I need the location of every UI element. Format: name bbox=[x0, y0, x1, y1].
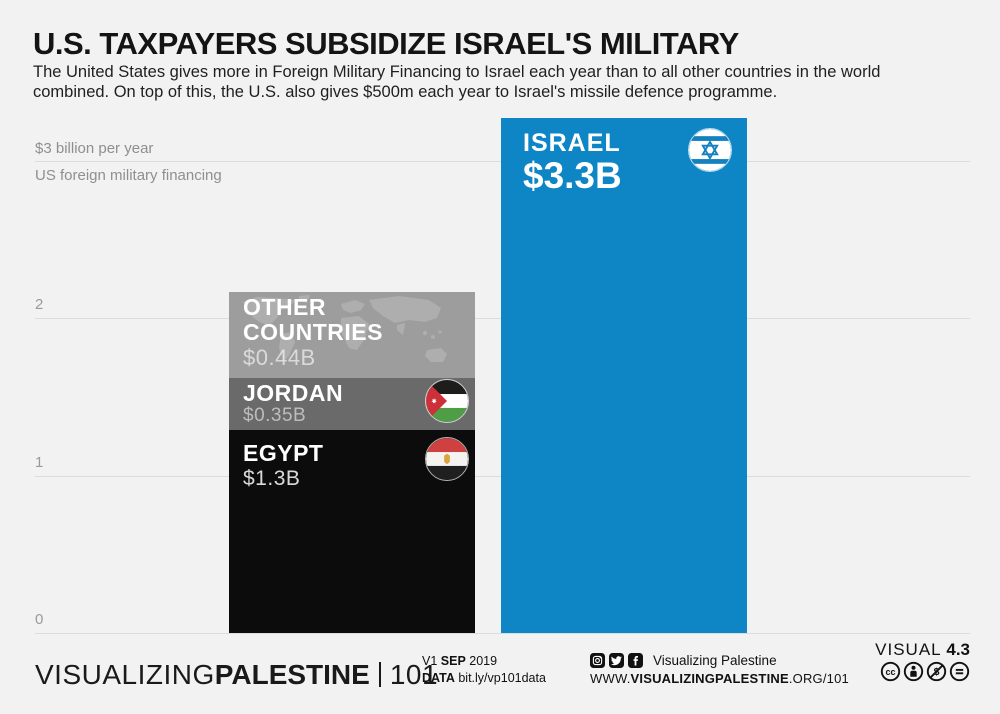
social-row: Visualizing Palestine bbox=[590, 653, 849, 668]
y-tick-0: 0 bbox=[35, 611, 44, 628]
url-prefix: WWW. bbox=[590, 671, 631, 686]
data-line: DATA bit.ly/vp101data bbox=[422, 670, 546, 687]
svg-text:cc: cc bbox=[885, 667, 895, 677]
social-name: Visualizing Palestine bbox=[653, 653, 777, 668]
israel-value: $3.3B bbox=[523, 155, 622, 196]
version-year: 2019 bbox=[469, 654, 498, 668]
url-suffix: .ORG/101 bbox=[788, 671, 849, 686]
version-month: SEP bbox=[440, 654, 466, 668]
cc-by-icon bbox=[903, 661, 924, 682]
website-url[interactable]: WWW.VISUALIZINGPALESTINE.ORG/101 bbox=[590, 671, 849, 686]
bar-segment-egypt: EGYPT $1.3B bbox=[229, 430, 475, 633]
page-title: U.S. TAXPAYERS SUBSIDIZE ISRAEL'S MILITA… bbox=[33, 26, 739, 61]
y-tick-1: 1 bbox=[35, 454, 44, 471]
other-countries-value: $0.44B bbox=[243, 345, 316, 370]
brand-bold-text: PALESTINE bbox=[214, 659, 370, 690]
y-axis-label-line2: US foreign military financing bbox=[35, 167, 222, 184]
visual-number: VISUAL 4.3 bbox=[875, 640, 970, 660]
instagram-icon[interactable] bbox=[590, 653, 605, 668]
data-link[interactable]: bit.ly/vp101data bbox=[458, 671, 546, 685]
bar-israel: ISRAEL $3.3B bbox=[501, 118, 747, 633]
brand-divider bbox=[378, 662, 381, 687]
world-map-graphic bbox=[243, 295, 447, 362]
cc-nc-icon: $ bbox=[926, 661, 947, 682]
data-label: DATA bbox=[422, 671, 455, 685]
version-line: V1 SEP 2019 bbox=[422, 653, 546, 670]
facebook-icon[interactable] bbox=[628, 653, 643, 668]
cc-icon: cc bbox=[880, 661, 901, 682]
y-tick-2: 2 bbox=[35, 296, 44, 313]
jordan-flag-icon bbox=[425, 379, 469, 423]
visualizing-palestine-logo: VISUALIZINGPALESTINE 101 bbox=[35, 659, 438, 691]
creative-commons-license: cc $ bbox=[880, 661, 970, 682]
egypt-flag-icon bbox=[425, 437, 469, 481]
twitter-icon[interactable] bbox=[609, 653, 624, 668]
page-subtitle: The United States gives more in Foreign … bbox=[33, 63, 881, 101]
brand-light-text: VISUALIZING bbox=[35, 659, 215, 690]
other-countries-label: OTHER COUNTRIES bbox=[243, 295, 383, 345]
social-block: Visualizing Palestine WWW.VISUALIZINGPAL… bbox=[590, 653, 849, 686]
version-data-block: V1 SEP 2019 DATA bit.ly/vp101data bbox=[422, 653, 546, 687]
brand-number: 101 bbox=[389, 659, 439, 690]
visual-light-text: VISUAL bbox=[875, 640, 942, 659]
bar-segment-other-countries: OTHER COUNTRIES $0.44B bbox=[229, 292, 475, 378]
version-number: V1 bbox=[422, 654, 438, 668]
israel-label: ISRAEL bbox=[523, 129, 621, 157]
url-bold: VISUALIZINGPALESTINE bbox=[630, 671, 789, 686]
y-axis-label-line1: $3 billion per year bbox=[35, 140, 154, 157]
egypt-label: EGYPT bbox=[243, 440, 324, 466]
other-countries-label-line1: OTHER bbox=[243, 294, 326, 320]
bar-segment-jordan: JORDAN $0.35B bbox=[229, 378, 475, 430]
other-countries-label-line2: COUNTRIES bbox=[243, 319, 383, 345]
gridline-baseline bbox=[35, 633, 970, 634]
visual-bold-text: 4.3 bbox=[946, 640, 970, 659]
egypt-value: $1.3B bbox=[243, 467, 301, 490]
cc-nd-icon bbox=[949, 661, 970, 682]
jordan-label: JORDAN bbox=[243, 380, 344, 406]
jordan-value: $0.35B bbox=[243, 405, 307, 426]
israel-flag-icon bbox=[688, 128, 732, 172]
